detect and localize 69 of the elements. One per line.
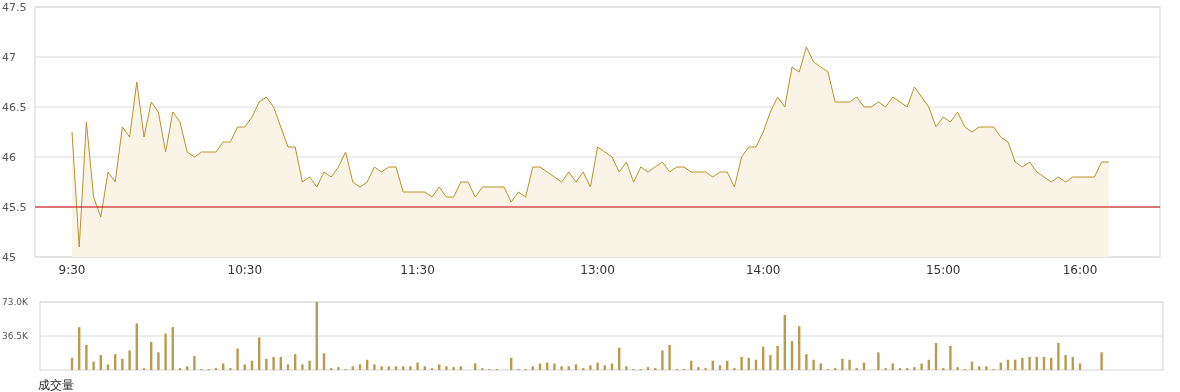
x-tick-label: 14:00 [745, 263, 781, 277]
bar [452, 367, 455, 370]
bar [265, 358, 268, 370]
bar [308, 360, 311, 370]
x-tick-label: 16:00 [1062, 263, 1098, 277]
bar [157, 352, 160, 370]
bar [85, 344, 88, 370]
bar [776, 345, 779, 370]
bar [1021, 357, 1024, 370]
text: 成交量 [38, 378, 74, 392]
x-tick-label: 15:00 [925, 263, 961, 277]
y-tick-label: 45 [2, 250, 16, 264]
bar [1064, 355, 1067, 370]
bar [286, 364, 290, 370]
bar [718, 365, 722, 370]
y-tick-label: 46.5 [2, 100, 27, 114]
bar [661, 350, 664, 370]
bar [243, 364, 246, 370]
bar [301, 364, 304, 370]
bar [358, 364, 362, 370]
bar [438, 364, 441, 370]
bar [956, 367, 959, 370]
bar [812, 359, 815, 370]
bar [1028, 356, 1031, 370]
bar [603, 365, 606, 370]
bar [841, 358, 844, 370]
y-tick-label: 46 [2, 150, 16, 164]
bar [553, 363, 556, 370]
bar [445, 366, 448, 370]
bar [416, 362, 419, 370]
bar [380, 366, 383, 370]
bar [92, 361, 95, 370]
x-tick-label: 9:30 [58, 263, 86, 277]
bar [625, 366, 628, 370]
bar [596, 362, 599, 370]
bar [193, 356, 196, 370]
bar [272, 356, 275, 370]
x-tick-label: 11:30 [400, 263, 435, 277]
y-tick-label: 73.0K [2, 297, 30, 308]
bar [121, 358, 124, 370]
bar [985, 366, 988, 370]
bar [740, 356, 743, 370]
x-tick-label: 13:00 [580, 263, 615, 277]
bar [920, 363, 923, 370]
bar [106, 364, 110, 370]
bar [805, 354, 808, 370]
bar [589, 365, 592, 370]
bar [668, 344, 671, 370]
y-tick-label: 45.5 [2, 200, 27, 214]
bar [560, 366, 563, 370]
x-tick-label: 10:30 [227, 263, 263, 277]
bar [337, 367, 340, 370]
bar [848, 359, 851, 370]
bar [877, 352, 880, 370]
y-tick-label: 47.5 [2, 0, 27, 14]
bar [574, 364, 578, 370]
bar [1057, 342, 1060, 370]
bar [913, 367, 916, 370]
y-tick-label: 47 [2, 50, 16, 64]
bar [373, 364, 376, 370]
bar [949, 345, 952, 370]
bar [128, 350, 131, 370]
y-tick-label: 36.5K [2, 331, 30, 342]
bar [769, 355, 772, 370]
bar [409, 366, 412, 370]
bar [164, 333, 167, 370]
bar [1100, 352, 1103, 370]
bar [236, 348, 239, 370]
bar [697, 367, 700, 370]
